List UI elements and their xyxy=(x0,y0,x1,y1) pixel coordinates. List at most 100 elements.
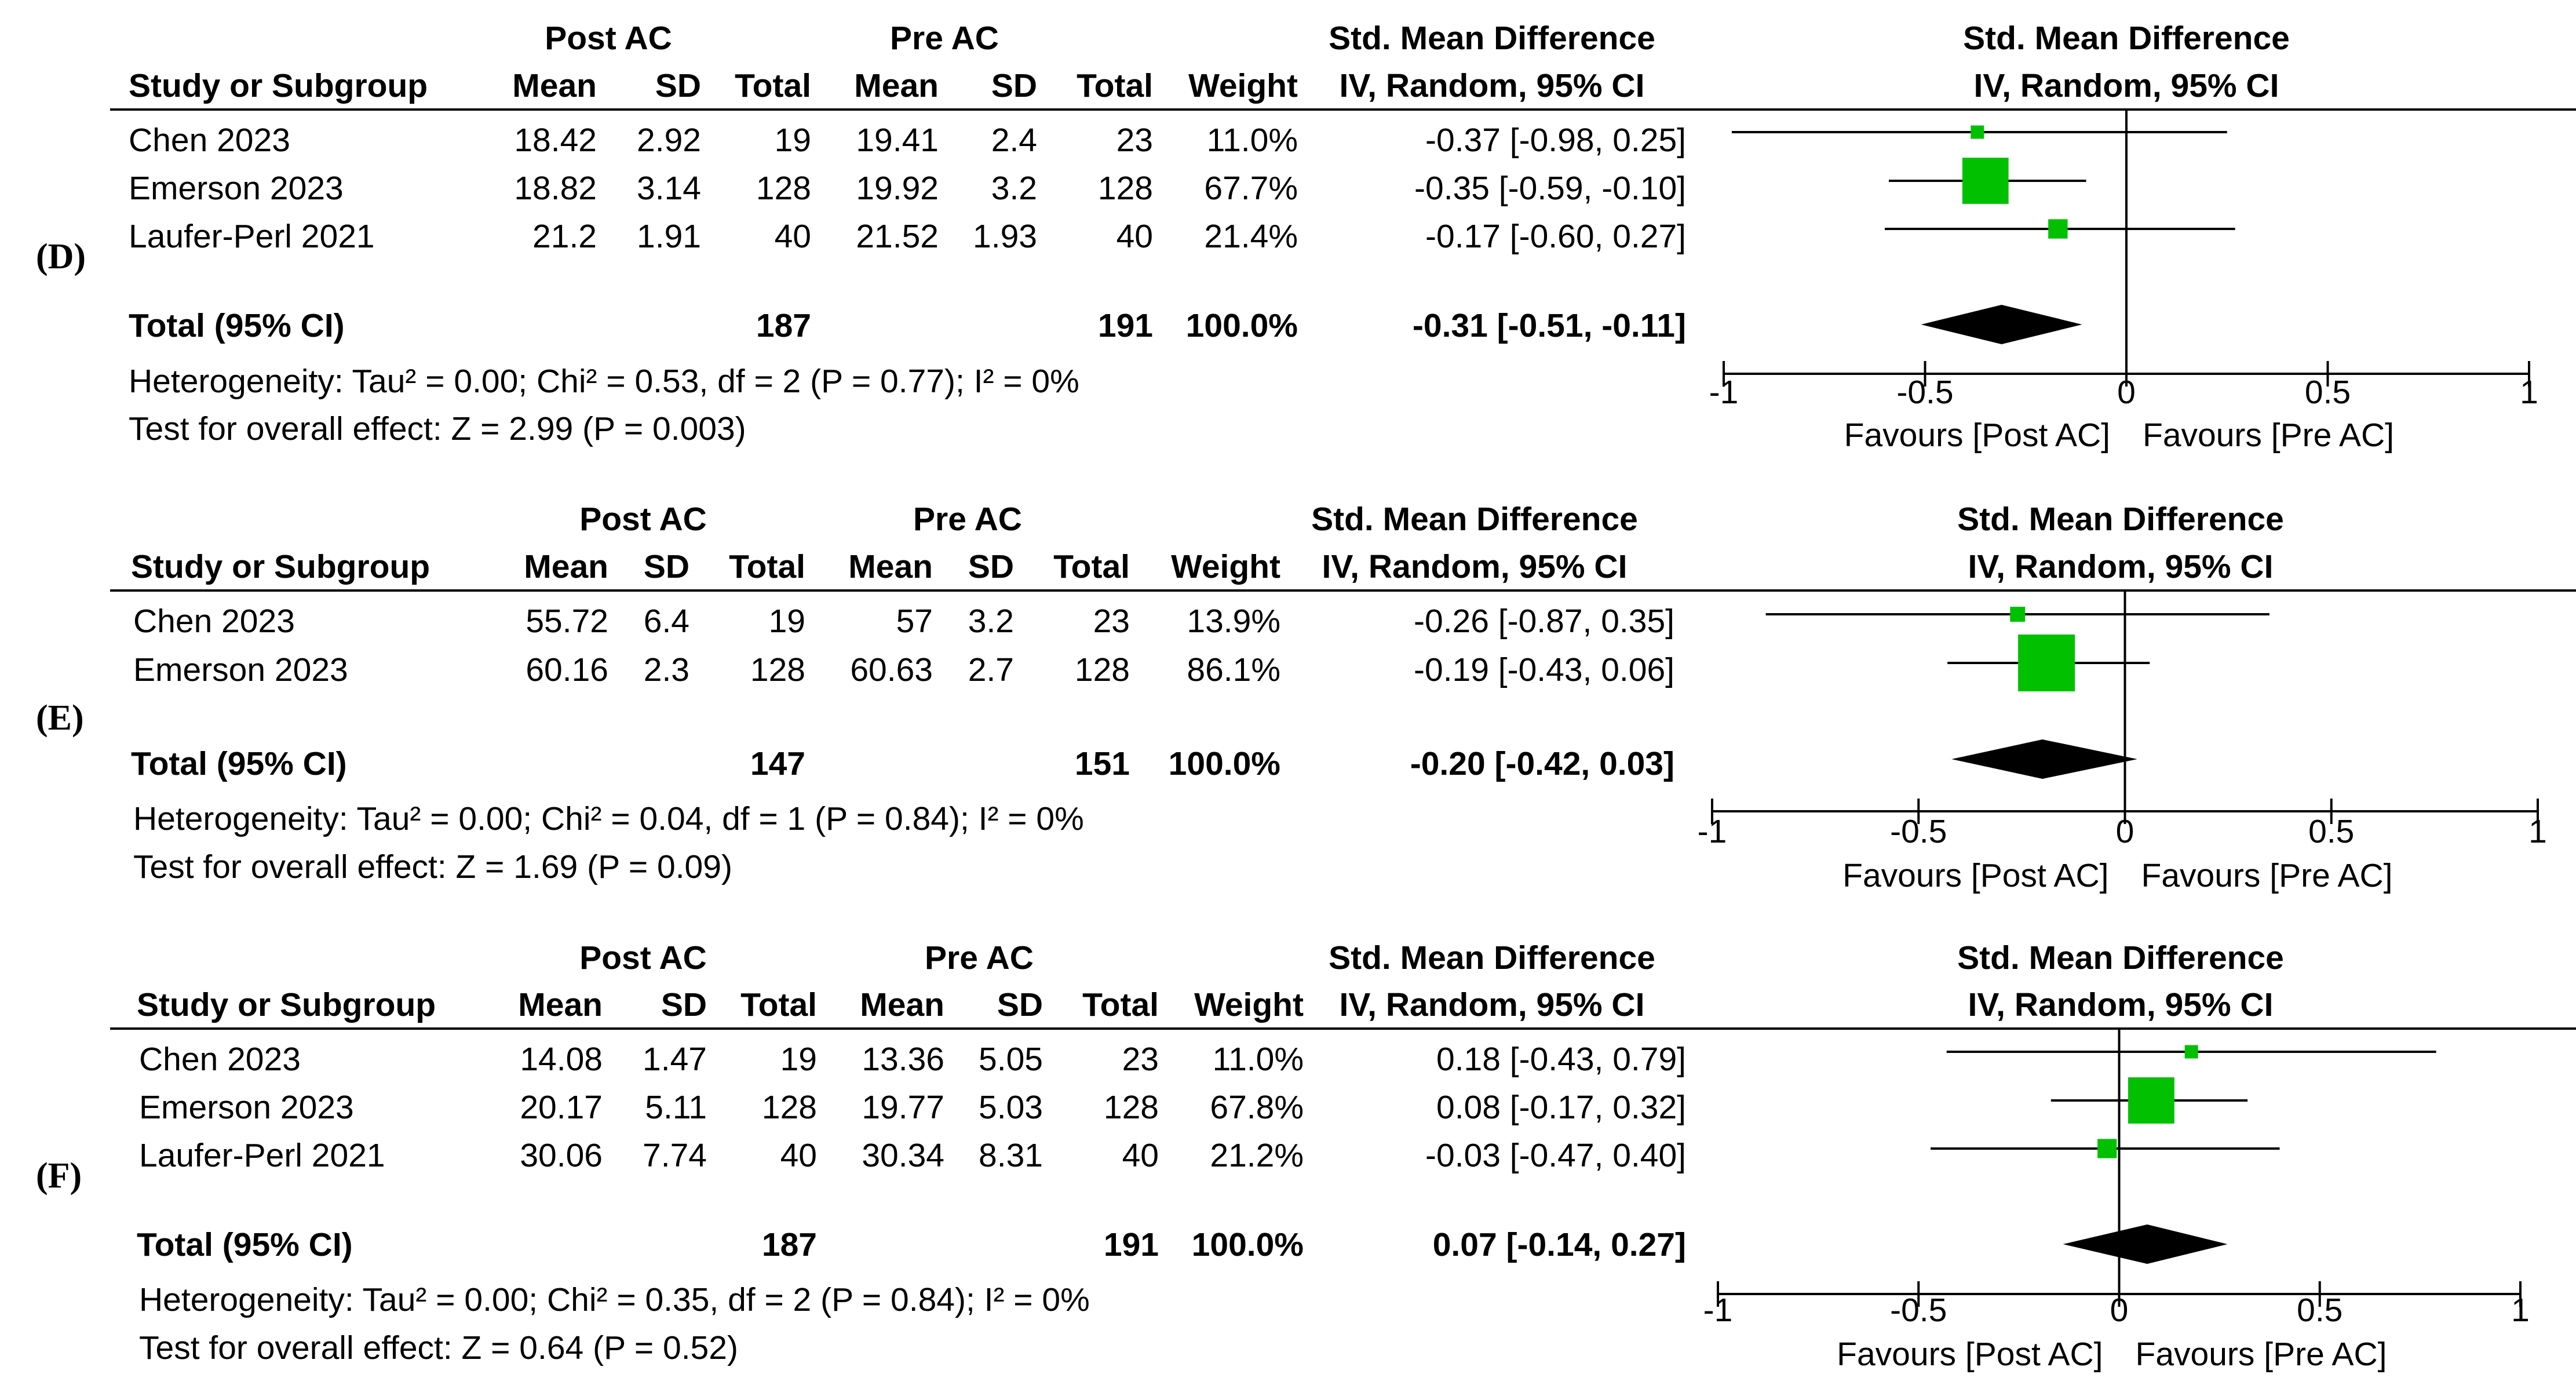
total-weight: 100.0% xyxy=(1191,1226,1304,1263)
ci-text: 0.18 [-0.43, 0.79] xyxy=(1436,1041,1686,1078)
study-box xyxy=(2128,1077,2174,1124)
mean-1: 30.06 xyxy=(520,1137,603,1174)
plot-effect-method: IV, Random, 95% CI xyxy=(1973,67,2279,104)
weight: 67.7% xyxy=(1204,170,1298,207)
col-mean-1: Mean xyxy=(524,548,608,585)
favours-left-label: Favours [Post AC] xyxy=(1837,1336,2103,1373)
panel-label: (F) xyxy=(36,1156,82,1195)
mean-1: 18.42 xyxy=(514,122,597,159)
study-box xyxy=(2184,1045,2198,1059)
total-2: 40 xyxy=(1122,1137,1159,1174)
plot-effect-title: Std. Mean Difference xyxy=(1957,501,2284,538)
mean-1: 18.82 xyxy=(514,170,597,207)
plot-effect-title: Std. Mean Difference xyxy=(1957,939,2284,976)
col-mean-1: Mean xyxy=(518,986,603,1023)
x-tick-label: -1 xyxy=(1709,374,1739,411)
mean-2: 19.41 xyxy=(856,122,939,159)
study-box xyxy=(2018,634,2075,692)
overall-effect: Test for overall effect: Z = 2.99 (P = 0… xyxy=(129,410,746,447)
col-weight: Weight xyxy=(1171,548,1280,585)
col-sd-2: SD xyxy=(991,67,1037,104)
heterogeneity: Heterogeneity: Tau² = 0.00; Chi² = 0.53,… xyxy=(129,363,1079,400)
group2-header: Pre AC xyxy=(913,501,1022,538)
mean-2: 30.34 xyxy=(862,1137,944,1174)
group2-header: Pre AC xyxy=(890,20,999,57)
pooled-diamond xyxy=(1921,305,2082,344)
total-n2: 191 xyxy=(1103,1226,1159,1263)
effect-method: IV, Random, 95% CI xyxy=(1339,67,1645,104)
panel-label: (E) xyxy=(36,698,84,738)
total-2: 128 xyxy=(1074,651,1130,688)
col-total-1: Total xyxy=(729,548,805,585)
col-mean-2: Mean xyxy=(860,986,944,1023)
ci-text: -0.37 [-0.98, 0.25] xyxy=(1425,122,1686,159)
mean-1: 20.17 xyxy=(520,1089,603,1126)
x-tick-label: 0 xyxy=(2116,813,2134,850)
mean-2: 13.36 xyxy=(862,1041,944,1078)
total-1: 40 xyxy=(774,218,811,255)
effect-title: Std. Mean Difference xyxy=(1329,939,1655,976)
forest-panel-d: Post AC Pre AC Std. Mean Difference Std.… xyxy=(0,0,2576,475)
col-study: Study or Subgroup xyxy=(131,548,430,585)
col-total-1: Total xyxy=(740,986,817,1023)
plot-effect-method: IV, Random, 95% CI xyxy=(1968,986,2274,1023)
col-study: Study or Subgroup xyxy=(129,67,428,104)
sd-2: 1.93 xyxy=(973,218,1037,255)
overall-effect: Test for overall effect: Z = 1.69 (P = 0… xyxy=(133,848,732,885)
effect-title: Std. Mean Difference xyxy=(1311,501,1638,538)
ci-text: -0.19 [-0.43, 0.06] xyxy=(1414,651,1674,688)
forest-panel-e: Post AC Pre AC Std. Mean Difference Std.… xyxy=(36,501,2576,885)
total-2: 128 xyxy=(1097,170,1153,207)
favours-right-label: Favours [Pre AC] xyxy=(2141,857,2393,894)
x-tick-label: 0.5 xyxy=(2297,1292,2343,1329)
sd-2: 5.03 xyxy=(979,1089,1043,1126)
col-study: Study or Subgroup xyxy=(137,986,436,1023)
x-tick-label: 0.5 xyxy=(2308,813,2354,850)
weight: 21.4% xyxy=(1204,218,1298,255)
header-rule xyxy=(110,1027,2576,1030)
ci-text: -0.35 [-0.59, -0.10] xyxy=(1414,170,1686,207)
sd-1: 2.3 xyxy=(643,651,689,688)
x-tick-label: -1 xyxy=(1703,1292,1733,1329)
ci-text: -0.17 [-0.60, 0.27] xyxy=(1425,218,1686,255)
study-box xyxy=(2048,219,2068,239)
plot-effect-title: Std. Mean Difference xyxy=(1963,20,2290,57)
sd-2: 3.2 xyxy=(991,170,1037,207)
total-label: Total (95% CI) xyxy=(137,1226,353,1263)
total-label: Total (95% CI) xyxy=(131,745,347,782)
effect-title: Std. Mean Difference xyxy=(1329,20,1655,57)
study-name: Laufer-Perl 2021 xyxy=(139,1137,385,1174)
total-n1: 147 xyxy=(750,745,805,782)
ci-text: -0.26 [-0.87, 0.35] xyxy=(1414,603,1674,640)
sd-2: 2.4 xyxy=(991,122,1037,159)
total-ci-text: -0.20 [-0.42, 0.03] xyxy=(1410,745,1674,782)
effect-method: IV, Random, 95% CI xyxy=(1322,548,1628,585)
plot-effect-method: IV, Random, 95% CI xyxy=(1968,548,2274,585)
x-tick-label: -1 xyxy=(1698,813,1727,850)
panel-label: (D) xyxy=(36,237,86,276)
group1-header: Post AC xyxy=(545,20,672,57)
sd-1: 6.4 xyxy=(643,603,689,640)
study-box xyxy=(2010,607,2026,622)
study-name: Emerson 2023 xyxy=(129,170,344,207)
total-2: 23 xyxy=(1122,1041,1159,1078)
sd-1: 1.47 xyxy=(643,1041,707,1078)
x-tick-label: 1 xyxy=(2520,374,2538,411)
total-1: 19 xyxy=(774,122,811,159)
total-n1: 187 xyxy=(756,307,811,344)
ci-text: 0.08 [-0.17, 0.32] xyxy=(1436,1089,1686,1126)
col-weight: Weight xyxy=(1188,67,1298,104)
col-sd-1: SD xyxy=(643,548,689,585)
study-name: Chen 2023 xyxy=(133,603,295,640)
total-weight: 100.0% xyxy=(1185,307,1298,344)
total-n1: 187 xyxy=(761,1226,817,1263)
x-tick-label: 0.5 xyxy=(2305,374,2351,411)
total-n2: 191 xyxy=(1097,307,1153,344)
heterogeneity: Heterogeneity: Tau² = 0.00; Chi² = 0.35,… xyxy=(139,1281,1090,1318)
col-total-2: Total xyxy=(1053,548,1130,585)
total-weight: 100.0% xyxy=(1168,745,1280,782)
study-box xyxy=(1971,125,1984,139)
sd-2: 2.7 xyxy=(968,651,1014,688)
mean-2: 60.63 xyxy=(850,651,933,688)
